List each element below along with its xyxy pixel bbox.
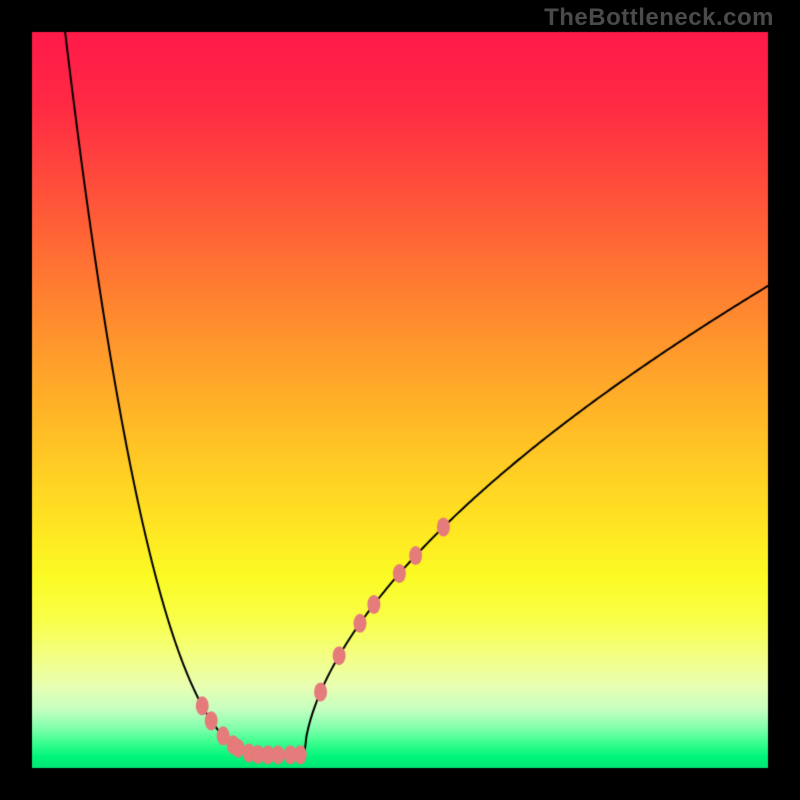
watermark-text: TheBottleneck.com — [544, 4, 774, 32]
bottleneck-chart — [0, 0, 800, 800]
